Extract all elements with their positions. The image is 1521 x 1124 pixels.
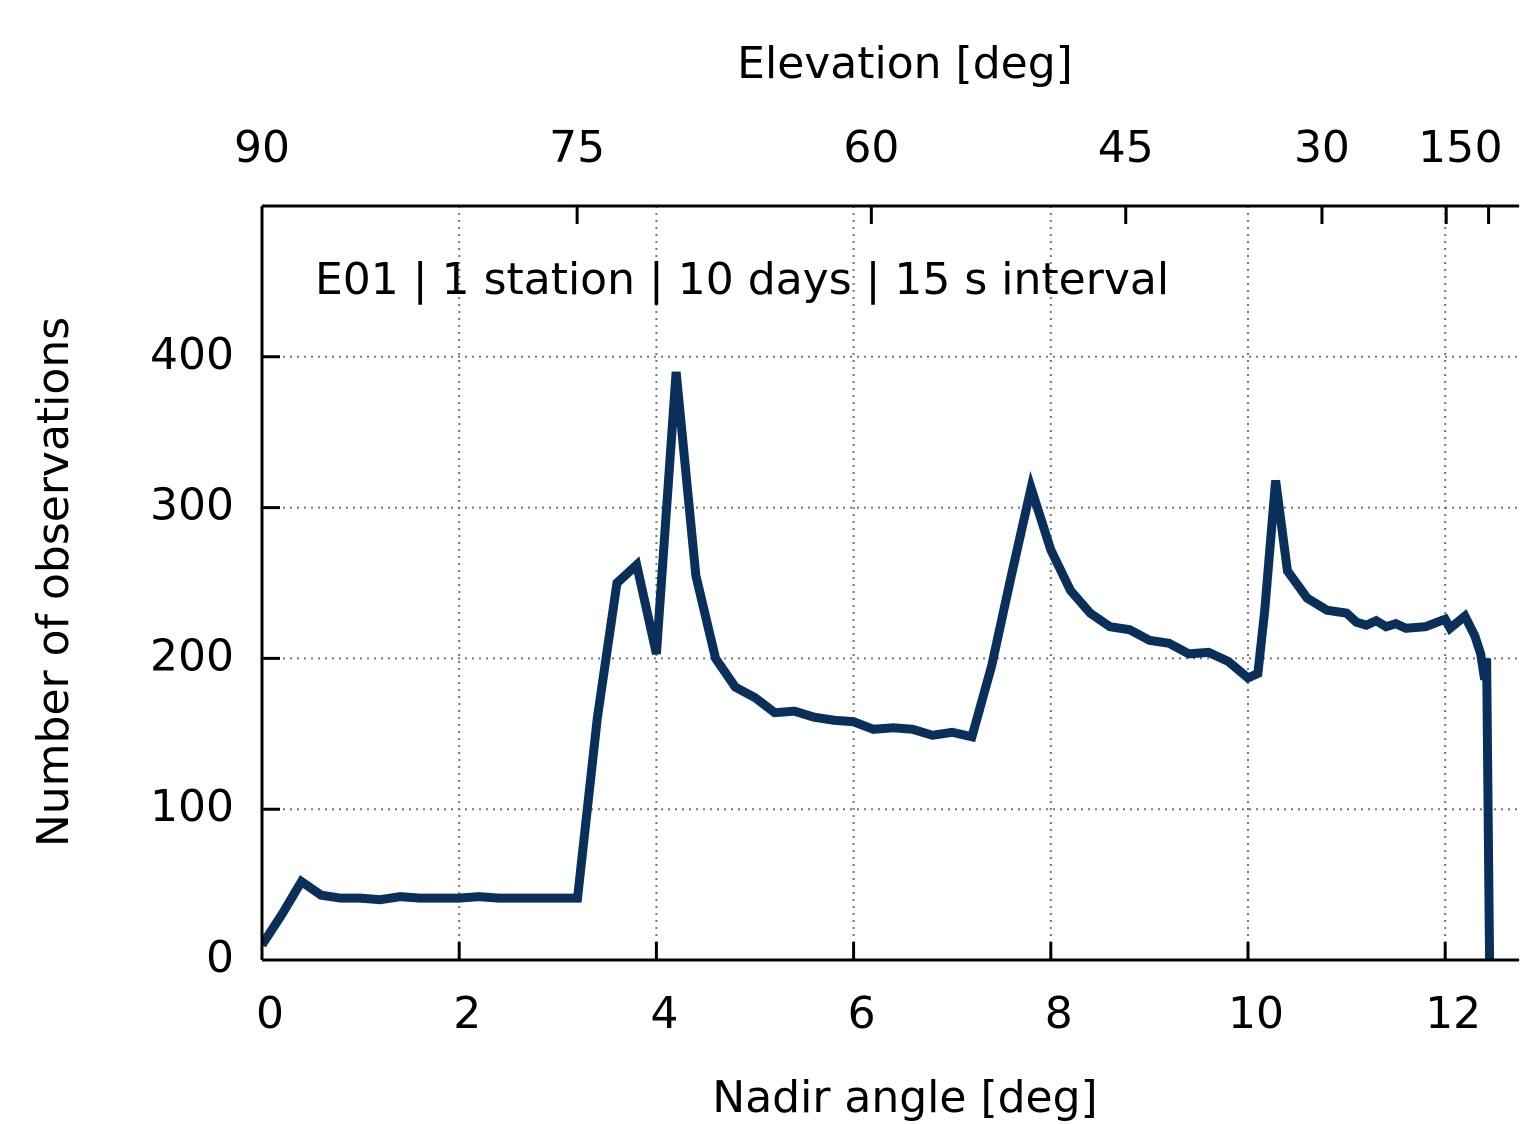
- annotation: E01 | 1 station | 10 days | 15 s interva…: [315, 254, 1169, 305]
- x2-tick-label: 90: [234, 122, 290, 173]
- x-tick-label: 0: [256, 988, 284, 1039]
- x2-axis-title: Elevation [deg]: [737, 38, 1073, 89]
- grid: [261, 206, 1520, 961]
- x-tick-label: 2: [453, 988, 481, 1039]
- x-tick-label: 4: [650, 988, 678, 1039]
- x-tick-label: 6: [848, 988, 876, 1039]
- y-tick-label: 100: [150, 781, 234, 832]
- y-tick-label: 400: [150, 329, 234, 380]
- x2-tick-label: 0: [1475, 122, 1503, 173]
- x2-tick-label: 15: [1418, 122, 1474, 173]
- y-tick-label: 0: [206, 932, 234, 983]
- x-tick-label: 8: [1045, 988, 1073, 1039]
- x-tick-label: 10: [1228, 988, 1284, 1039]
- y-tick-label: 200: [150, 630, 234, 681]
- x2-tick-label: 30: [1294, 122, 1350, 173]
- x-axis-title: Nadir angle [deg]: [712, 1072, 1097, 1123]
- x2-tick-label: 45: [1098, 122, 1154, 173]
- y-tick-label: 300: [150, 480, 234, 531]
- plot-area: [262, 371, 1495, 961]
- x2-tick-label: 75: [549, 122, 605, 173]
- y-axis-title: Number of observations: [28, 317, 79, 847]
- data-line: [262, 371, 1495, 961]
- x2-tick-label: 60: [843, 122, 899, 173]
- x-tick-label: 12: [1425, 988, 1481, 1039]
